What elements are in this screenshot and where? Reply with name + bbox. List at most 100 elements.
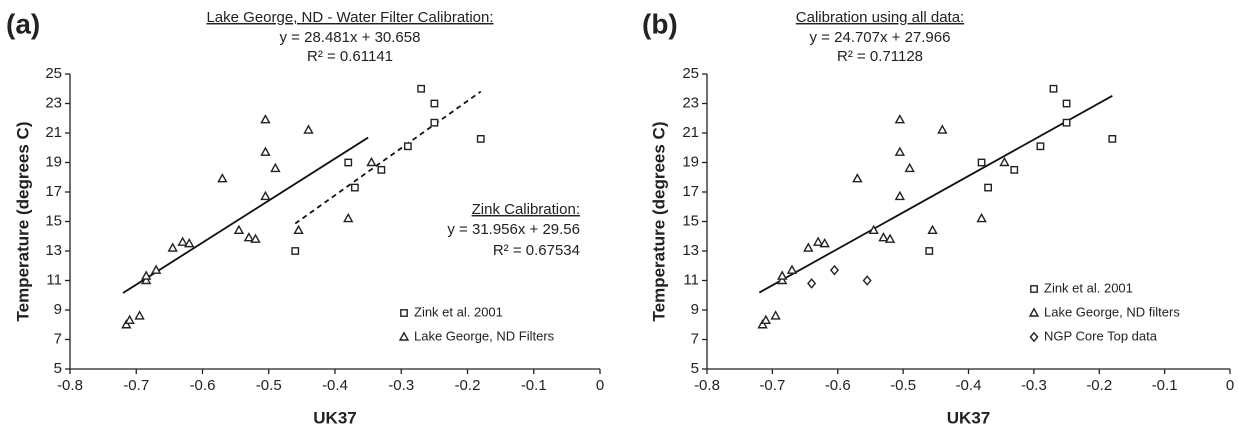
point [150,264,162,274]
x-axis-label: UK37 [313,408,356,427]
point [937,124,948,134]
x-tick-label: -0.1 [1152,377,1178,394]
point [430,99,439,108]
x-tick-label: -0.3 [388,377,414,394]
y-tick-label: 13 [45,242,62,259]
legend-marker [1030,285,1038,293]
point [303,124,314,134]
x-tick-label: -0.4 [322,377,348,394]
y-axis-label: Temperature (degrees C) [13,122,32,322]
point [377,165,386,174]
point [904,162,915,173]
point [291,247,300,255]
trendline [122,136,369,294]
point [984,183,993,192]
point [1036,142,1045,151]
chart-title: Lake George, ND - Water Filter Calibrati… [206,9,493,26]
equation: y = 28.481x + 30.658 [280,29,421,46]
point [121,319,132,329]
y-tick-label: 5 [54,360,62,377]
point [776,270,788,280]
point [1062,99,1071,108]
x-tick-label: 0 [596,377,604,394]
y-tick-label: 5 [691,360,699,377]
legend-label: Zink et al. 2001 [1044,280,1133,295]
point [476,134,485,143]
point [770,310,781,320]
point [177,236,188,246]
legend-label: Zink et al. 2001 [414,304,503,319]
panel: (a) Lake George, ND - Water Filter Calibr… [6,8,604,427]
point [270,162,281,173]
y-tick-label: 17 [682,183,699,200]
point [927,224,938,235]
y-tick-label: 19 [45,153,62,170]
point [184,237,195,248]
trendline [294,90,482,225]
point [812,236,824,246]
point [343,212,354,223]
point [852,173,863,183]
panel-label: (a) [6,8,40,39]
point [999,156,1010,167]
legend-marker [1029,331,1039,343]
point [167,242,178,252]
point [350,183,359,192]
point [1108,134,1117,143]
x-tick-label: -0.6 [190,377,216,394]
equation: y = 24.707x + 27.966 [810,29,951,46]
y-tick-label: 23 [682,94,699,111]
y-tick-label: 9 [691,301,699,318]
x-tick-label: -0.8 [57,377,83,394]
point [976,212,987,223]
point [217,173,228,183]
point [124,314,135,325]
point [760,314,772,325]
annotation-r-squared: R² = 0.67534 [493,242,580,259]
y-tick-label: 11 [46,271,62,288]
x-tick-label: -0.3 [1021,377,1047,394]
x-tick-label: -0.7 [759,377,785,394]
point [403,142,412,151]
y-tick-label: 13 [682,242,699,259]
y-tick-label: 15 [45,212,62,229]
y-axis-label: Temperature (degrees C) [649,122,668,322]
point [807,278,817,289]
point [233,224,245,235]
point [894,146,906,156]
point [134,310,145,320]
point [803,242,814,252]
x-tick-label: -0.5 [890,377,916,394]
point [884,233,896,243]
y-tick-label: 15 [682,212,699,229]
point [260,190,271,201]
r-squared: R² = 0.71128 [837,48,923,65]
annotation-equation: y = 31.956x + 29.56 [447,221,580,238]
legend-label: Lake George, ND Filters [414,328,555,343]
chart-title: Calibration using all data: [796,9,964,26]
x-tick-label: -0.2 [1086,377,1112,394]
point [862,275,872,286]
x-axis-label: UK37 [947,408,990,427]
annotation-title: Zink Calibration: [472,201,580,218]
y-tick-label: 21 [682,124,699,141]
x-tick-label: -0.1 [521,377,547,394]
x-tick-label: -0.7 [123,377,149,394]
y-tick-label: 9 [54,301,62,318]
point [819,237,830,248]
x-tick-label: -0.4 [956,377,982,394]
point [344,158,353,167]
x-tick-label: -0.8 [694,377,720,394]
r-squared: R² = 0.61141 [307,48,393,65]
point [417,84,426,93]
point [868,224,879,235]
legend-marker [1028,307,1040,317]
y-tick-label: 19 [682,153,699,170]
point [894,114,906,124]
point [878,232,889,242]
point [260,146,271,156]
point [977,158,986,167]
point [1010,165,1019,174]
point [894,190,906,201]
